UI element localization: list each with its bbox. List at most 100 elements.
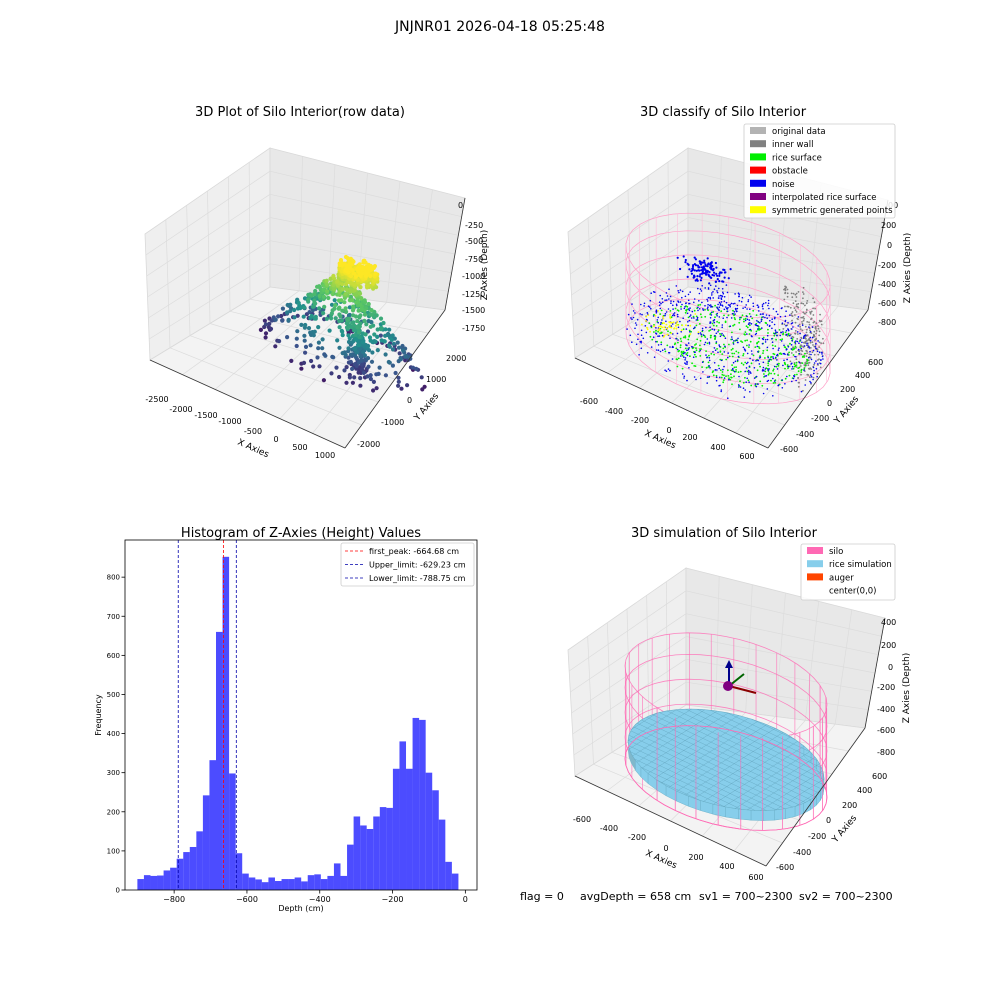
cls-point <box>783 298 786 301</box>
cls-point <box>677 350 680 353</box>
cls-point <box>816 372 819 375</box>
cls-point <box>817 340 819 342</box>
raw-z-tick: -1000 <box>462 272 485 281</box>
cls-point <box>812 307 814 310</box>
cls-point <box>716 290 718 292</box>
raw-point <box>340 351 345 356</box>
cls-point <box>761 304 764 306</box>
cls-point <box>792 354 795 356</box>
cls-z-tick: 200 <box>881 221 896 230</box>
cls-point <box>681 324 684 327</box>
raw-point <box>295 313 300 318</box>
cls-point <box>750 315 752 318</box>
cls-point <box>803 345 806 347</box>
footer-avg-depth: avgDepth = 658 cm <box>580 890 691 903</box>
cls-point <box>640 329 643 332</box>
cls-point <box>648 322 651 324</box>
cls-point <box>773 380 776 382</box>
cls-point <box>744 389 746 391</box>
cls-point <box>772 352 775 355</box>
raw-point <box>363 271 369 276</box>
raw-point <box>317 293 322 299</box>
cls-point <box>818 330 821 333</box>
raw-point <box>350 298 355 303</box>
cls-point <box>708 359 711 362</box>
cls-point <box>639 341 641 343</box>
cls-point <box>716 348 718 350</box>
cls-point <box>731 312 734 315</box>
cls-point <box>785 324 787 327</box>
cls-point <box>706 342 709 345</box>
cls-point <box>804 352 806 355</box>
cls-point <box>663 326 666 328</box>
cls-point <box>657 330 659 333</box>
cls-point <box>713 321 715 324</box>
cls-point <box>702 308 704 310</box>
cls-point <box>701 366 703 368</box>
cls-point <box>822 342 825 345</box>
cls-point <box>764 357 766 359</box>
cls-y-label: Y Axies <box>832 394 861 426</box>
cls-point <box>766 380 769 383</box>
cls-point <box>795 346 797 349</box>
cls-point <box>686 363 688 365</box>
cls-point <box>681 367 684 370</box>
cls-point <box>767 356 769 359</box>
raw-point <box>361 350 366 355</box>
raw-y-axis <box>344 309 446 449</box>
raw-point <box>376 371 381 376</box>
cls-point <box>762 313 765 315</box>
grid-line <box>269 170 462 218</box>
hist-bar <box>314 874 321 890</box>
cls-point <box>742 353 745 355</box>
cls-y-tick: 200 <box>840 385 855 394</box>
cls-point <box>749 308 751 311</box>
cls-point <box>679 344 682 347</box>
cls-point <box>640 342 642 344</box>
cls-point <box>728 377 730 380</box>
cls-point <box>673 327 675 330</box>
cls-x-label: X Axies <box>643 429 678 452</box>
cls-point <box>701 285 703 287</box>
raw-point <box>369 308 374 313</box>
cls-point <box>655 340 657 343</box>
cls-point <box>669 317 672 320</box>
cls-point <box>771 344 774 347</box>
hist-y-tick-label: 800 <box>107 574 120 582</box>
sim-y-axis <box>765 727 866 867</box>
cls-point <box>771 327 773 330</box>
raw-point <box>345 266 350 271</box>
cls-point <box>805 331 808 334</box>
cls-point <box>797 316 800 318</box>
hist-y-tick-label: 100 <box>107 847 120 855</box>
cls-point <box>727 314 730 317</box>
raw-point <box>306 297 311 302</box>
cls-point <box>689 324 692 327</box>
cls-point <box>664 312 667 315</box>
raw-z-tick: -1500 <box>462 306 485 315</box>
cls-point <box>721 288 724 290</box>
rice-mesh <box>760 770 823 811</box>
cls-point <box>715 332 718 335</box>
raw-point <box>393 370 398 376</box>
cls-point <box>679 301 682 303</box>
cls-point <box>813 372 815 375</box>
cls-point <box>816 350 819 353</box>
raw-x-label: X Axies <box>236 438 271 461</box>
raw-point <box>375 327 380 332</box>
hist-bar <box>202 795 210 890</box>
cls-point <box>802 337 805 340</box>
raw-point <box>288 302 293 307</box>
cls-point <box>669 369 671 372</box>
cls-point <box>813 353 816 356</box>
cls-point <box>644 325 647 327</box>
cls-point <box>752 309 755 312</box>
cls-point <box>747 323 750 326</box>
raw-point <box>348 287 353 292</box>
raw-point <box>344 380 349 385</box>
raw-point <box>329 316 334 321</box>
cls-point <box>650 307 652 310</box>
hist-bar <box>268 877 275 890</box>
cls-point <box>687 342 690 344</box>
cls-point <box>759 313 762 316</box>
